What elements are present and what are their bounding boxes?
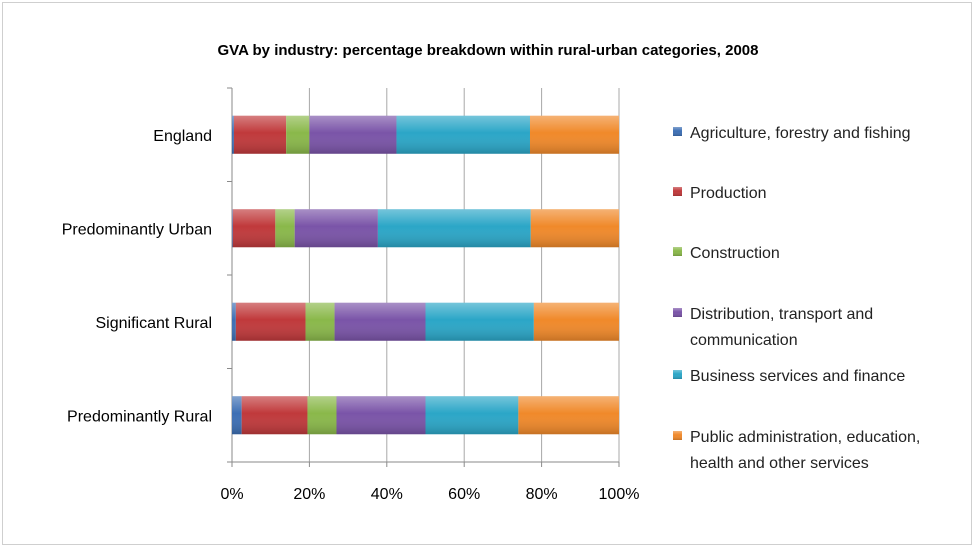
x-tick-label: 80%: [526, 486, 558, 503]
bar-segment-shade: [275, 209, 295, 248]
legend-swatch-shade: [673, 187, 682, 196]
bar-segment-shade: [309, 115, 397, 154]
bar-segment-shade: [294, 209, 378, 248]
bar-segment-shade: [377, 209, 531, 248]
legend-label: Production: [690, 185, 767, 202]
bar-segment-shade: [533, 302, 619, 341]
category-label: England: [153, 128, 212, 145]
bar-segment-shade: [425, 396, 519, 435]
category-label: Predominantly Urban: [62, 221, 212, 238]
legend-label: communication: [690, 332, 798, 349]
bars: [232, 115, 619, 435]
bar-segment-shade: [286, 115, 310, 154]
legend-swatch-shade: [673, 370, 682, 379]
bar-segment-shade: [396, 115, 530, 154]
x-tick-label: 100%: [599, 486, 640, 503]
legend-swatch-shade: [673, 431, 682, 440]
bar-segment-shade: [232, 396, 242, 435]
bar-segment-shade: [530, 209, 619, 248]
bar-segment-shade: [336, 396, 426, 435]
chart-title: GVA by industry: percentage breakdown wi…: [217, 42, 759, 59]
bar-segment-shade: [518, 396, 619, 435]
bar-segment-shade: [425, 302, 534, 341]
bar-segment-shade: [232, 115, 234, 154]
legend-label: Construction: [690, 245, 780, 262]
bar-segment-shade: [235, 302, 306, 341]
legend-label: health and other services: [690, 455, 869, 472]
labels: 0% 20% 40% 60% 80% 100% England Predominantly U…: [62, 128, 640, 503]
legend-label: Public administration, education,: [690, 429, 920, 446]
bar-segment-shade: [232, 209, 233, 248]
legend-label: Business services and finance: [690, 368, 905, 385]
x-tick-label: 40%: [371, 486, 403, 503]
bar-segment-shade: [241, 396, 308, 435]
bar-segment-shade: [529, 115, 619, 154]
legend: Agriculture, forestry and fishing Product…: [673, 125, 920, 472]
bar-segment-shade: [305, 302, 335, 341]
bar-segment-shade: [232, 209, 276, 248]
category-label: Predominantly Rural: [67, 408, 212, 425]
bar-segment-shade: [233, 115, 287, 154]
x-tick-label: 20%: [293, 486, 325, 503]
legend-label: Distribution, transport and: [690, 306, 873, 323]
bar-segment-shade: [307, 396, 337, 435]
bar-segment-shade: [232, 302, 236, 341]
legend-swatch-shade: [673, 308, 682, 317]
category-label: Significant Rural: [96, 315, 213, 332]
legend-swatch-shade: [673, 247, 682, 256]
legend-swatch-shade: [673, 127, 682, 136]
x-tick-label: 0%: [220, 486, 243, 503]
legend-label: Agriculture, forestry and fishing: [690, 125, 911, 142]
x-tick-label: 60%: [448, 486, 480, 503]
bar-segment-shade: [334, 302, 426, 341]
